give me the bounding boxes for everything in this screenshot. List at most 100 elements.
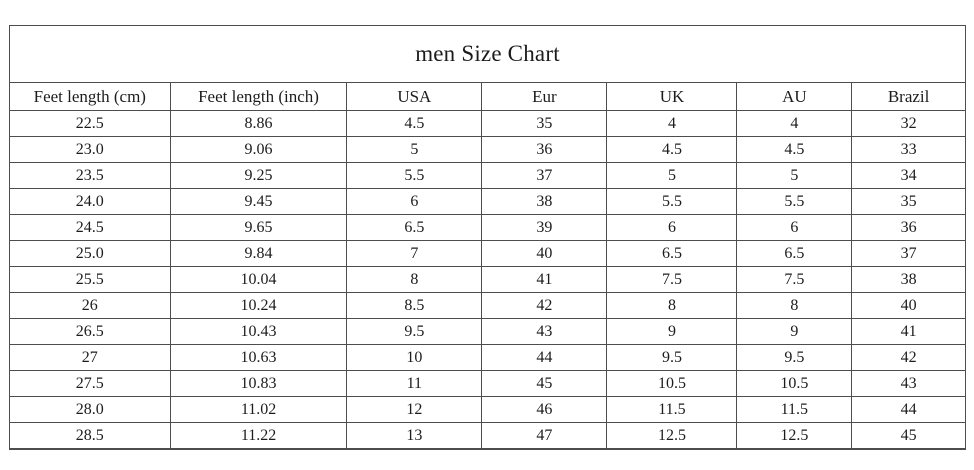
table-row: 26.5 10.43 9.5 43 9 9 41 xyxy=(9,318,966,345)
table-row: 23.0 9.06 5 36 4.5 4.5 33 xyxy=(9,136,966,163)
table-cell: 9.84 xyxy=(169,240,348,267)
table-cell: 10.04 xyxy=(169,266,348,293)
table-cell: 10.83 xyxy=(169,370,348,397)
column-header-eur: Eur xyxy=(481,82,608,111)
table-cell: 7 xyxy=(346,240,483,267)
table-cell: 13 xyxy=(346,422,483,450)
column-header-uk: UK xyxy=(606,82,738,111)
table-row: 24.5 9.65 6.5 39 6 6 36 xyxy=(9,214,966,241)
table-cell: 28.0 xyxy=(9,396,171,423)
table-cell: 38 xyxy=(481,188,608,215)
table-cell: 4 xyxy=(606,110,738,137)
table-cell: 5.5 xyxy=(346,162,483,189)
table-cell: 38 xyxy=(851,266,966,293)
table-cell: 9.06 xyxy=(169,136,348,163)
table-row: 27 10.63 10 44 9.5 9.5 42 xyxy=(9,344,966,371)
table-cell: 43 xyxy=(481,318,608,345)
table-cell: 6.5 xyxy=(736,240,853,267)
table-row: 25.5 10.04 8 41 7.5 7.5 38 xyxy=(9,266,966,293)
table-cell: 4.5 xyxy=(346,110,483,137)
table-cell: 11 xyxy=(346,370,483,397)
table-cell: 9.25 xyxy=(169,162,348,189)
table-cell: 4 xyxy=(736,110,853,137)
table-header-row: Feet length (cm) Feet length (inch) USA Eur… xyxy=(9,82,966,111)
table-cell: 45 xyxy=(481,370,608,397)
table-cell: 10.63 xyxy=(169,344,348,371)
table-cell: 40 xyxy=(851,292,966,319)
table-cell: 11.22 xyxy=(169,422,348,450)
table-cell: 36 xyxy=(851,214,966,241)
table-cell: 28.5 xyxy=(9,422,171,450)
table-cell: 5.5 xyxy=(736,188,853,215)
table-cell: 8 xyxy=(736,292,853,319)
table-cell: 5.5 xyxy=(606,188,738,215)
table-row: 27.5 10.83 11 45 10.5 10.5 43 xyxy=(9,370,966,397)
table-cell: 9 xyxy=(736,318,853,345)
table-cell: 10 xyxy=(346,344,483,371)
chart-title: men Size Chart xyxy=(9,25,966,83)
table-cell: 5 xyxy=(736,162,853,189)
table-cell: 8.5 xyxy=(346,292,483,319)
table-cell: 10.5 xyxy=(736,370,853,397)
table-cell: 5 xyxy=(606,162,738,189)
table-row: 24.0 9.45 6 38 5.5 5.5 35 xyxy=(9,188,966,215)
table-row: 26 10.24 8.5 42 8 8 40 xyxy=(9,292,966,319)
table-cell: 6 xyxy=(346,188,483,215)
table-cell: 36 xyxy=(481,136,608,163)
table-cell: 11.5 xyxy=(736,396,853,423)
table-cell: 10.43 xyxy=(169,318,348,345)
column-header-usa: USA xyxy=(346,82,483,111)
table-cell: 6.5 xyxy=(346,214,483,241)
table-cell: 34 xyxy=(851,162,966,189)
table-cell: 47 xyxy=(481,422,608,450)
table-cell: 35 xyxy=(851,188,966,215)
table-cell: 33 xyxy=(851,136,966,163)
table-cell: 41 xyxy=(481,266,608,293)
table-cell: 44 xyxy=(481,344,608,371)
table-cell: 35 xyxy=(481,110,608,137)
table-cell: 32 xyxy=(851,110,966,137)
table-cell: 8 xyxy=(346,266,483,293)
table-row: 28.0 11.02 12 46 11.5 11.5 44 xyxy=(9,396,966,423)
table-cell: 42 xyxy=(851,344,966,371)
table-cell: 37 xyxy=(481,162,608,189)
column-header-au: AU xyxy=(736,82,853,111)
column-header-feet-length-inch: Feet length (inch) xyxy=(169,82,348,111)
table-cell: 24.5 xyxy=(9,214,171,241)
table-cell: 6.5 xyxy=(606,240,738,267)
table-cell: 23.0 xyxy=(9,136,171,163)
table-cell: 41 xyxy=(851,318,966,345)
table-cell: 10.24 xyxy=(169,292,348,319)
table-cell: 9.65 xyxy=(169,214,348,241)
table-cell: 6 xyxy=(606,214,738,241)
table-cell: 23.5 xyxy=(9,162,171,189)
table-cell: 42 xyxy=(481,292,608,319)
table-cell: 9 xyxy=(606,318,738,345)
table-cell: 9.5 xyxy=(606,344,738,371)
column-header-feet-length-cm: Feet length (cm) xyxy=(9,82,171,111)
table-cell: 22.5 xyxy=(9,110,171,137)
table-cell: 9.5 xyxy=(346,318,483,345)
table-cell: 12.5 xyxy=(736,422,853,450)
table-cell: 40 xyxy=(481,240,608,267)
table-cell: 26.5 xyxy=(9,318,171,345)
table-cell: 25.0 xyxy=(9,240,171,267)
table-cell: 9.5 xyxy=(736,344,853,371)
table-cell: 45 xyxy=(851,422,966,450)
table-cell: 12 xyxy=(346,396,483,423)
table-cell: 27.5 xyxy=(9,370,171,397)
table-cell: 7.5 xyxy=(736,266,853,293)
table-cell: 26 xyxy=(9,292,171,319)
table-cell: 24.0 xyxy=(9,188,171,215)
table-cell: 4.5 xyxy=(736,136,853,163)
table-cell: 12.5 xyxy=(606,422,738,450)
table-cell: 8.86 xyxy=(169,110,348,137)
table-cell: 5 xyxy=(346,136,483,163)
size-chart-table: men Size Chart Feet length (cm) Feet leng… xyxy=(9,25,966,450)
table-cell: 39 xyxy=(481,214,608,241)
title-row: men Size Chart xyxy=(9,25,966,83)
table-cell: 10.5 xyxy=(606,370,738,397)
table-cell: 44 xyxy=(851,396,966,423)
table-row: 28.5 11.22 13 47 12.5 12.5 45 xyxy=(9,422,966,450)
